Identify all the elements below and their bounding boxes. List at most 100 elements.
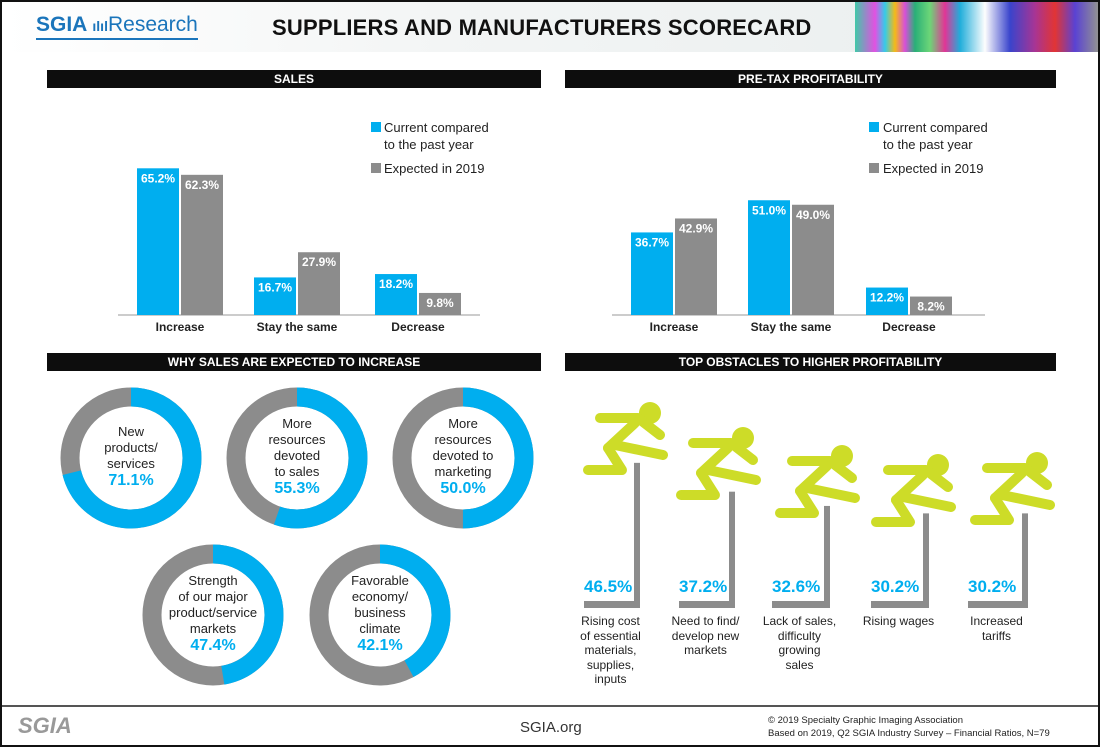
profit-category-label: Decrease bbox=[882, 320, 936, 334]
legend-swatch-expected bbox=[869, 163, 879, 173]
obstacle-label-line: growing bbox=[778, 643, 821, 657]
copyright: © 2019 Specialty Graphic Imaging Associa… bbox=[768, 715, 963, 726]
donut-label-line: Strength bbox=[188, 573, 238, 588]
legend-swatch-current bbox=[869, 122, 879, 132]
obstacle-value: 30.2% bbox=[871, 577, 920, 596]
profit-data-label: 51.0% bbox=[752, 203, 786, 217]
obstacle-value: 46.5% bbox=[584, 577, 633, 596]
donut-value: 42.1% bbox=[357, 637, 403, 654]
donut-label-line: devoted bbox=[273, 448, 321, 463]
runner-arm bbox=[688, 438, 758, 465]
site-link[interactable]: SGIA.org bbox=[520, 719, 582, 736]
sales-bar bbox=[254, 277, 296, 315]
obstacle-value: 30.2% bbox=[968, 577, 1017, 596]
donut-value: 55.3% bbox=[274, 480, 320, 497]
donut-label: More resources devoted to sales 55.3% bbox=[242, 416, 352, 497]
donut-label-line: services bbox=[107, 456, 155, 471]
runner-back-leg bbox=[871, 495, 915, 527]
donut-label-line: resources bbox=[434, 432, 492, 447]
donut-label-line: climate bbox=[359, 621, 401, 636]
section-header-sales: SALES bbox=[47, 70, 541, 88]
profit-bar bbox=[748, 200, 790, 315]
profit-data-label: 8.2% bbox=[917, 300, 945, 314]
sales-category-label: Stay the same bbox=[256, 320, 338, 334]
sales-data-label: 65.2% bbox=[141, 171, 175, 185]
obstacle-label-line: of essential bbox=[580, 628, 641, 643]
donut-label-line: resources bbox=[268, 432, 326, 447]
hurdle-post bbox=[824, 505, 830, 607]
obstacle-label-line: Rising wages bbox=[862, 614, 935, 628]
legend-current: Current compared to the past year bbox=[384, 120, 489, 152]
obstacle-label-line: sales bbox=[785, 657, 814, 672]
runner-arm bbox=[787, 456, 857, 483]
profit-bar bbox=[631, 232, 673, 315]
runner-icon bbox=[871, 454, 956, 527]
runner-back-leg bbox=[583, 443, 627, 475]
donut-segment bbox=[60, 387, 202, 529]
profit-category-label: Stay the same bbox=[750, 320, 832, 334]
hurdle-base bbox=[871, 601, 929, 608]
donut-label: New products/services 71.1% bbox=[76, 424, 186, 489]
footer-divider bbox=[2, 705, 1098, 707]
sgia-research-logo[interactable]: SGIA ılılResearch bbox=[36, 13, 198, 40]
obstacle-value: 32.6% bbox=[772, 577, 821, 596]
section-header-why: WHY SALES ARE EXPECTED TO INCREASE bbox=[47, 353, 541, 371]
runner-arm bbox=[595, 413, 665, 440]
obstacle-label: Rising cost of essential materials, supplie… bbox=[566, 614, 656, 687]
obstacle-label-line: develop new bbox=[671, 628, 740, 643]
profit-bar bbox=[792, 204, 834, 315]
sales-data-label: 16.7% bbox=[258, 280, 292, 294]
obstacle-label-line: Need to find/ bbox=[671, 614, 740, 628]
hurdle-base bbox=[772, 601, 830, 608]
donut-label-line: economy/ bbox=[351, 589, 409, 604]
obstacle-label-line: tariffs bbox=[981, 628, 1012, 643]
sales-data-label: 27.9% bbox=[302, 255, 336, 269]
donut-segment bbox=[226, 387, 368, 529]
sales-bar bbox=[298, 252, 340, 315]
profit-category-label: Increase bbox=[649, 320, 699, 334]
donut-label-line: New bbox=[117, 424, 144, 439]
runner-back-leg bbox=[970, 493, 1014, 525]
donut-value: 47.4% bbox=[190, 637, 236, 654]
donut-label: Favorable economy/business climate 42.1% bbox=[325, 573, 435, 654]
logo-suffix: Research bbox=[107, 13, 198, 36]
hurdle-post bbox=[634, 462, 640, 607]
obstacle-label-line: Rising cost bbox=[581, 614, 640, 628]
donut-label-line: devoted to bbox=[432, 448, 494, 463]
sales-bar bbox=[419, 292, 461, 315]
runner-icon bbox=[970, 452, 1055, 525]
hurdle-post bbox=[729, 491, 735, 607]
profit-bar bbox=[866, 287, 908, 315]
runner-front-leg bbox=[898, 492, 956, 512]
sales-data-label: 62.3% bbox=[185, 178, 219, 192]
donut-label-line: products/ bbox=[104, 440, 158, 455]
donut-label-line: marketing bbox=[434, 464, 492, 479]
donut-segment bbox=[142, 544, 284, 686]
hurdle-base bbox=[584, 601, 640, 608]
obstacle-label-line: difficulty bbox=[777, 628, 822, 643]
sales-bar bbox=[181, 174, 223, 315]
donut-label-line: markets bbox=[189, 621, 237, 636]
runner-front-leg bbox=[802, 483, 860, 503]
obstacle-value: 37.2% bbox=[679, 577, 728, 596]
donut-label-line: More bbox=[448, 416, 478, 431]
sales-bar bbox=[375, 274, 417, 315]
page-title: SUPPLIERS AND MANUFACTURERS SCORECARD bbox=[272, 15, 812, 40]
legend-swatch-expected bbox=[371, 163, 381, 173]
obstacle-label-line: materials, bbox=[584, 643, 637, 657]
obstacle-label-line: Lack of sales, bbox=[762, 614, 837, 628]
sales-bar bbox=[137, 168, 179, 315]
profit-data-label: 36.7% bbox=[635, 235, 669, 249]
donut-label-line: More bbox=[282, 416, 312, 431]
donut-segment bbox=[392, 387, 534, 529]
legend-swatch-current bbox=[371, 122, 381, 132]
footer-credits: © 2019 Specialty Graphic Imaging Associa… bbox=[768, 714, 1050, 740]
donut-label: Strength of our major product/service marke… bbox=[158, 573, 268, 654]
chart-icon: ılıl bbox=[92, 18, 108, 34]
runner-front-leg bbox=[610, 440, 668, 460]
profit-bar bbox=[675, 218, 717, 315]
runner-arm bbox=[982, 463, 1052, 490]
obstacle-label: Need to find/develop new markets bbox=[661, 614, 751, 658]
